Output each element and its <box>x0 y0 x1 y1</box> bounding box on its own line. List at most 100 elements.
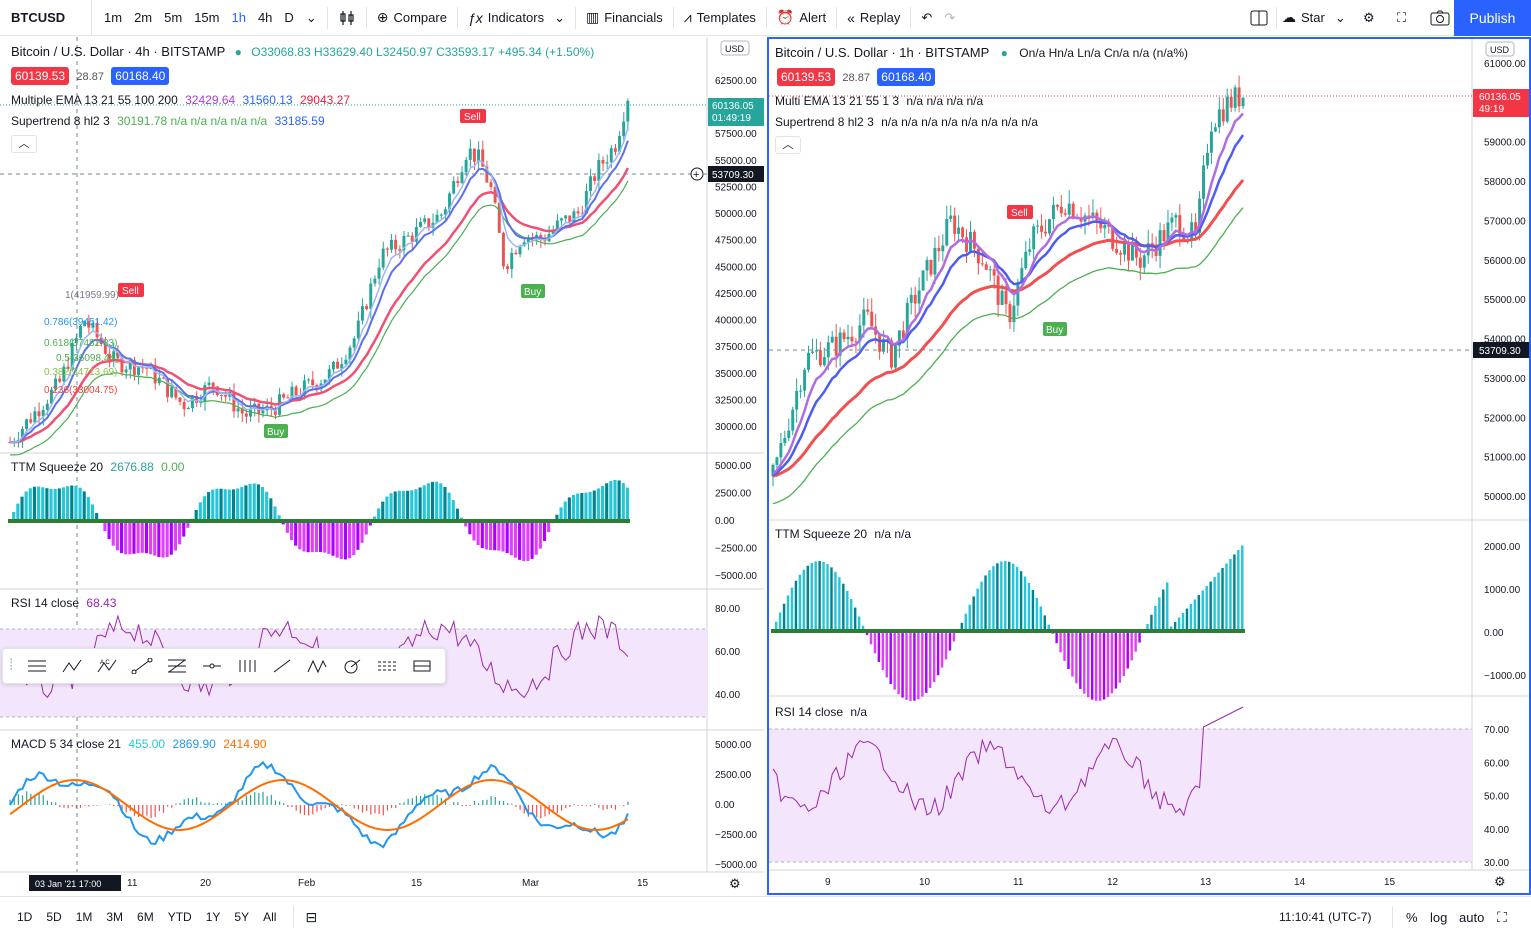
candle-body <box>921 270 925 291</box>
left-ema-legend[interactable]: Multiple EMA 13 21 55 100 200 32429.64 3… <box>11 93 350 107</box>
log-scale-toggle[interactable]: log <box>1430 909 1448 925</box>
ttm-histogram-bar <box>1233 554 1236 631</box>
range-icon[interactable] <box>404 651 439 681</box>
trend-line-icon[interactable] <box>124 651 159 681</box>
ttm-axis-label: −2500.00 <box>715 544 757 555</box>
symbol-search[interactable]: BTCUSD <box>0 0 92 36</box>
interval-4h[interactable]: 4h <box>257 10 273 25</box>
alert-button[interactable]: ⏰ Alert <box>771 0 832 36</box>
interval-1m[interactable]: 1m <box>104 10 123 25</box>
macd-axis-label: 2500.00 <box>715 770 752 781</box>
macd-histogram-bar <box>573 803 575 805</box>
right-rsi-legend[interactable]: RSI 14 close n/a <box>775 705 867 719</box>
percent-scale-toggle[interactable]: % <box>1406 909 1418 925</box>
candle-body <box>791 409 795 431</box>
left-chart-canvas[interactable]: 62500.0060000.0057500.0055000.0052500.00… <box>0 37 764 895</box>
range-3m[interactable]: 3M <box>106 910 124 924</box>
vertical-lines-icon[interactable] <box>229 651 264 681</box>
range-ytd[interactable]: YTD <box>167 910 192 924</box>
ray-icon[interactable] <box>264 651 299 681</box>
macd-histogram-bar <box>299 805 301 814</box>
undo-icon[interactable]: ↶ <box>921 9 933 25</box>
range-1d[interactable]: 1D <box>17 910 33 924</box>
buy-price-button[interactable]: 60168.40 <box>111 67 170 85</box>
interval-1h[interactable]: 1h <box>231 10 246 25</box>
right-chart-title[interactable]: Bitcoin / U.S. Dollar · 1h · BITSTAMP <box>775 45 990 60</box>
abc-pattern-icon[interactable]: A C <box>89 651 124 681</box>
sell-price-button[interactable]: 60139.53 <box>11 67 70 85</box>
clock-timezone[interactable]: 11:10:41 (UTC-7) <box>1279 910 1372 924</box>
left-rsi-legend[interactable]: RSI 14 close 68.43 <box>11 596 116 610</box>
buy-price-button[interactable]: 60168.40 <box>877 68 936 86</box>
interval-dropdown-chevron-icon[interactable]: ⌄ <box>305 9 317 25</box>
auto-scale-toggle[interactable]: auto <box>1459 909 1485 925</box>
range-1y[interactable]: 1Y <box>205 910 221 924</box>
right-supertrend-legend[interactable]: Supertrend 8 hl2 3 n/a n/a n/a n/a n/a n… <box>775 115 1038 129</box>
right-chart-canvas[interactable]: 61000.0060000.0059000.0058000.0057000.00… <box>769 39 1529 893</box>
pattern-icon[interactable] <box>299 651 334 681</box>
gann-icon[interactable] <box>334 651 369 681</box>
collapse-legend-chevron-up-icon[interactable]: ︿ <box>775 136 801 154</box>
left-ttm-legend[interactable]: TTM Squeeze 20 2676.88 0.00 <box>11 460 184 474</box>
alert-label: Alert <box>799 10 827 25</box>
settings-gear-icon[interactable]: ⚙ <box>1363 9 1375 25</box>
layout-icon[interactable] <box>1244 0 1274 36</box>
macd-histogram-bar <box>486 799 488 805</box>
candle-body <box>282 394 286 398</box>
interval-15m[interactable]: 15m <box>194 10 220 25</box>
star-button[interactable]: ☁ Star ⌄ <box>1276 0 1352 36</box>
horizontal-ray-icon[interactable] <box>194 651 229 681</box>
position-icon[interactable] <box>369 651 404 681</box>
fullscreen-icon[interactable]: ⛶ <box>1397 9 1407 25</box>
left-macd-legend[interactable]: MACD 5 34 close 21 455.00 2869.90 2414.9… <box>11 737 267 751</box>
candle-body <box>1067 203 1071 215</box>
ttm-histogram-bar <box>522 521 526 562</box>
right-chart-pane[interactable]: 61000.0060000.0059000.0058000.0057000.00… <box>767 37 1531 895</box>
ttm-histogram-bar <box>1063 631 1066 661</box>
range-1m[interactable]: 1M <box>75 910 93 924</box>
templates-button[interactable]: ⩘ Templates <box>678 0 762 36</box>
compare-button[interactable]: ⊕ Compare <box>371 0 453 36</box>
macd-histogram-bar <box>585 805 588 806</box>
candle-body <box>448 193 451 210</box>
date-range-calendar-icon[interactable]: ⊟ <box>305 908 318 925</box>
interval-1d[interactable]: D <box>284 10 294 25</box>
camera-icon[interactable] <box>1424 0 1456 36</box>
financials-button[interactable]: ▥ Financials <box>580 0 669 36</box>
ttm-value: 2676.88 <box>110 460 154 474</box>
ttm-histogram-bar <box>119 521 124 554</box>
candle-body <box>564 215 568 219</box>
candle-body <box>178 397 182 402</box>
left-chart-title[interactable]: Bitcoin / U.S. Dollar · 4h · BITSTAMP <box>11 44 226 59</box>
indicators-button[interactable]: ƒx Indicators ⌄ <box>462 0 571 36</box>
range-all[interactable]: All <box>263 910 277 924</box>
fib-retracement-icon[interactable] <box>159 651 194 681</box>
replay-button[interactable]: « Replay <box>841 0 906 36</box>
left-chart-pane[interactable]: 62500.0060000.0057500.0055000.0052500.00… <box>0 37 764 895</box>
candle-body <box>1190 222 1194 240</box>
range-5d[interactable]: 5D <box>46 910 62 924</box>
macd-histogram-bar <box>187 798 189 805</box>
ttm-histogram-bar <box>810 562 813 631</box>
range-6m[interactable]: 6M <box>137 910 154 924</box>
interval-2m[interactable]: 2m <box>134 10 153 25</box>
range-5y[interactable]: 5Y <box>234 910 250 924</box>
macd-histogram-bar <box>610 805 612 809</box>
collapse-legend-chevron-up-icon[interactable]: ︿ <box>11 135 37 153</box>
right-ema-legend[interactable]: Multi EMA 13 21 55 1 3 n/a n/a n/a n/a <box>775 94 983 108</box>
publish-button[interactable]: Publish <box>1454 0 1531 36</box>
chart-type-candles-icon[interactable] <box>332 0 362 36</box>
right-ttm-legend[interactable]: TTM Squeeze 20 n/a n/a <box>775 527 911 541</box>
macd-histogram-bar <box>357 805 359 810</box>
redo-icon[interactable]: ↷ <box>944 9 956 25</box>
left-supertrend-legend[interactable]: Supertrend 8 hl2 3 30191.78 n/a n/a n/a … <box>11 114 325 128</box>
fullscreen-bracket-icon[interactable]: ⛶ <box>1497 908 1507 925</box>
interval-5m[interactable]: 5m <box>164 10 183 25</box>
drag-handle-icon[interactable]: ⁞ <box>9 657 14 674</box>
star-label: Star <box>1301 10 1325 25</box>
horizontal-lines-icon[interactable] <box>19 651 54 681</box>
elliott-wave-icon[interactable] <box>54 651 89 681</box>
sell-price-button[interactable]: 60139.53 <box>777 68 836 86</box>
macd-histogram-bar <box>540 805 542 819</box>
ttm-histogram-bar <box>447 492 451 521</box>
